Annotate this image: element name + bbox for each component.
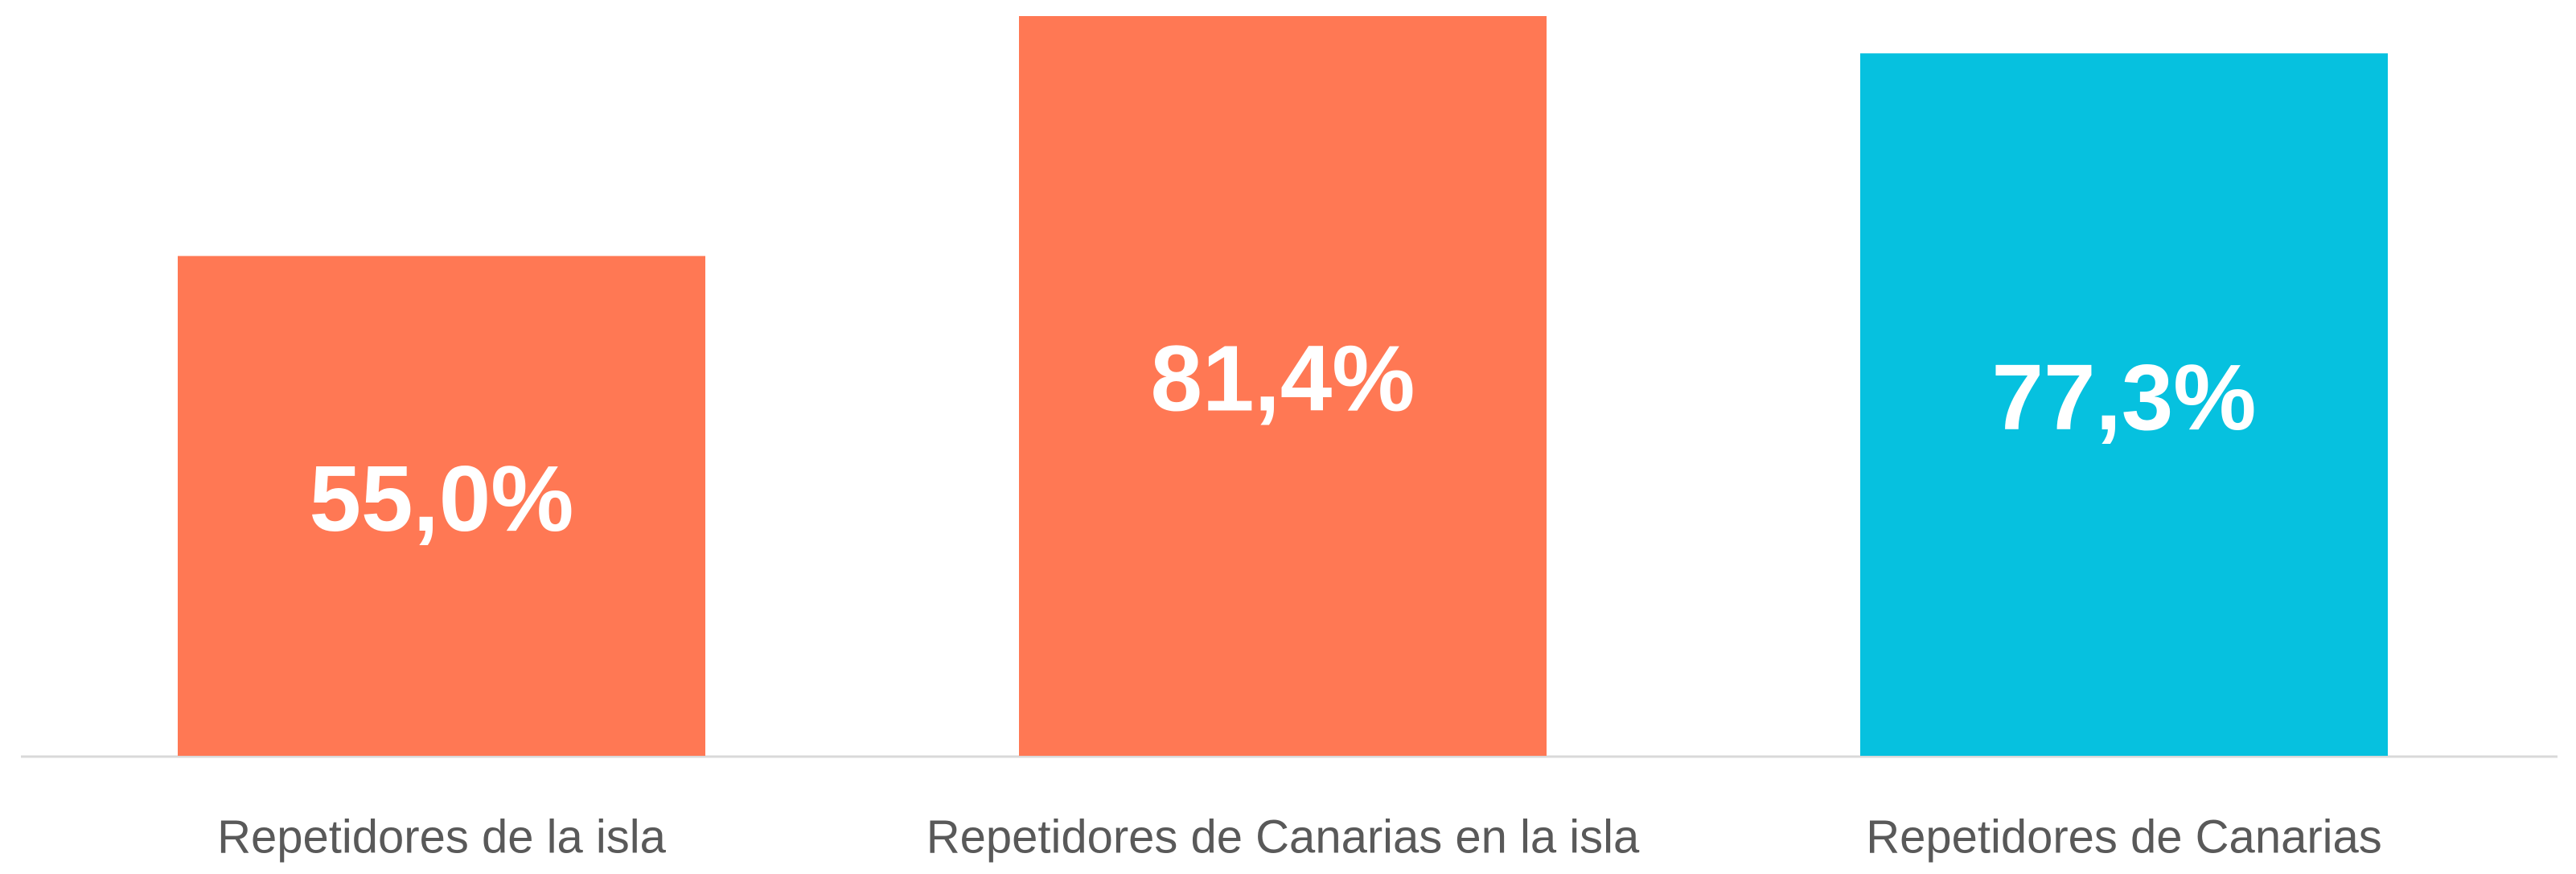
x-tick-label: Repetidores de Canarias en la isla bbox=[926, 810, 1640, 863]
bar bbox=[1019, 16, 1547, 756]
x-tick-label: Repetidores de la isla bbox=[217, 810, 667, 863]
value-label: 55,0% bbox=[310, 446, 574, 551]
bar bbox=[1860, 53, 2388, 757]
value-label: 81,4% bbox=[1151, 326, 1415, 431]
x-tick-label: Repetidores de Canarias bbox=[1866, 810, 2382, 863]
value-label: 77,3% bbox=[1992, 345, 2257, 449]
bar bbox=[178, 256, 705, 756]
